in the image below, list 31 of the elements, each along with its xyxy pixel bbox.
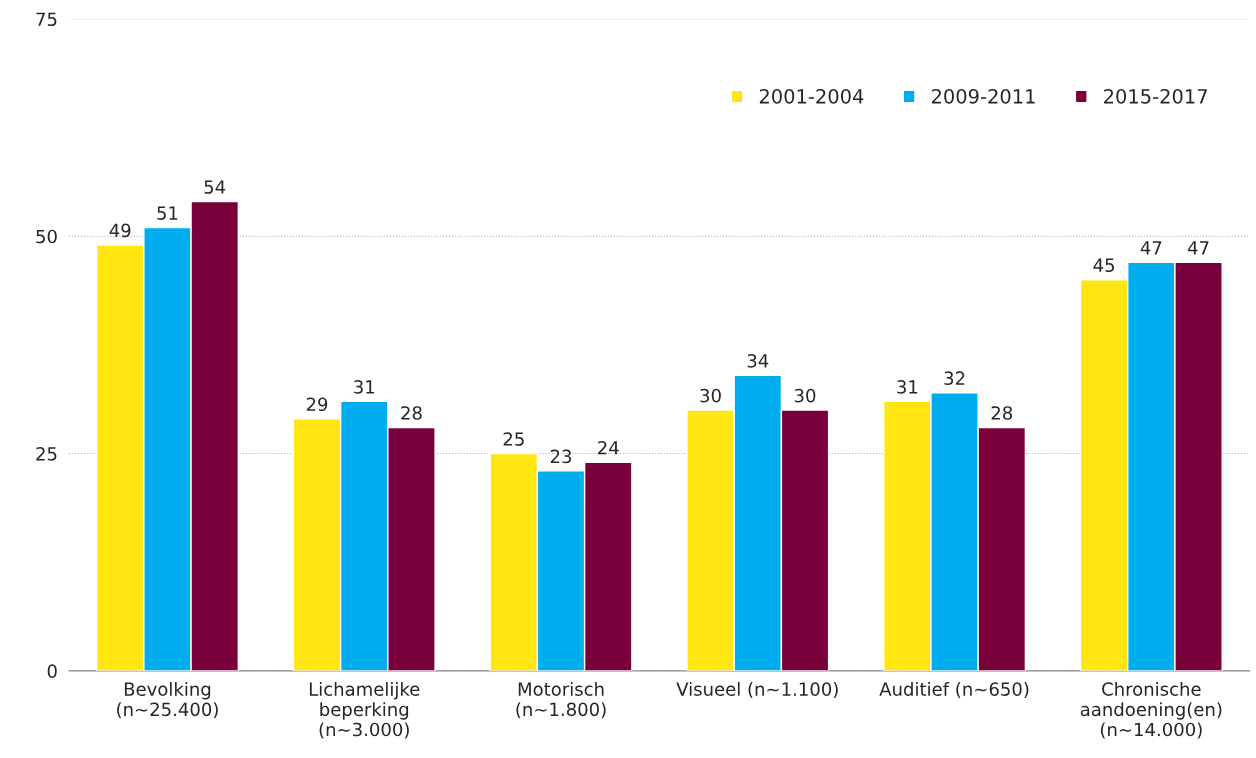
data-label: 25 — [503, 432, 524, 446]
x-tick-label: Lichamelijke beperking (n~3.000) — [309, 681, 420, 739]
data-label: 45 — [1093, 258, 1115, 273]
y-tick-label: 75 — [36, 12, 57, 27]
data-label: 24 — [598, 440, 619, 455]
data-label: 31 — [897, 380, 918, 394]
data-label: 32 — [944, 371, 965, 386]
y-tick-label: 50 — [36, 229, 57, 244]
y-tick-label: 0 — [47, 664, 57, 678]
legend-label: 2001-2004 — [759, 88, 864, 104]
data-label: 49 — [109, 223, 131, 238]
data-label: 54 — [204, 180, 226, 194]
data-label: 23 — [550, 449, 572, 464]
legend-label: 2015-2017 — [1104, 88, 1207, 104]
data-label: 47 — [1187, 241, 1209, 255]
data-label: 30 — [700, 388, 721, 403]
legend-label: 2009-2011 — [931, 88, 1035, 104]
data-label: 34 — [747, 353, 769, 368]
data-label: 51 — [157, 206, 178, 220]
x-tick-label: Auditief (n~650) — [879, 681, 1029, 699]
x-tick-label: Motorisch (n~1.800) — [516, 681, 606, 719]
x-tick-label: Bevolking (n~25.400) — [117, 681, 218, 719]
data-label: 30 — [794, 388, 816, 403]
x-tick-label: Visueel (n~1.100) — [676, 681, 838, 699]
x-tick-label: Chronische aandoening(en) (n~14.000) — [1080, 681, 1222, 739]
data-label: 28 — [991, 406, 1013, 420]
data-label: 47 — [1140, 241, 1162, 255]
y-tick-label: 25 — [36, 447, 57, 461]
data-label: 29 — [306, 397, 328, 412]
data-label: 28 — [401, 406, 422, 420]
data-label: 31 — [354, 380, 375, 394]
